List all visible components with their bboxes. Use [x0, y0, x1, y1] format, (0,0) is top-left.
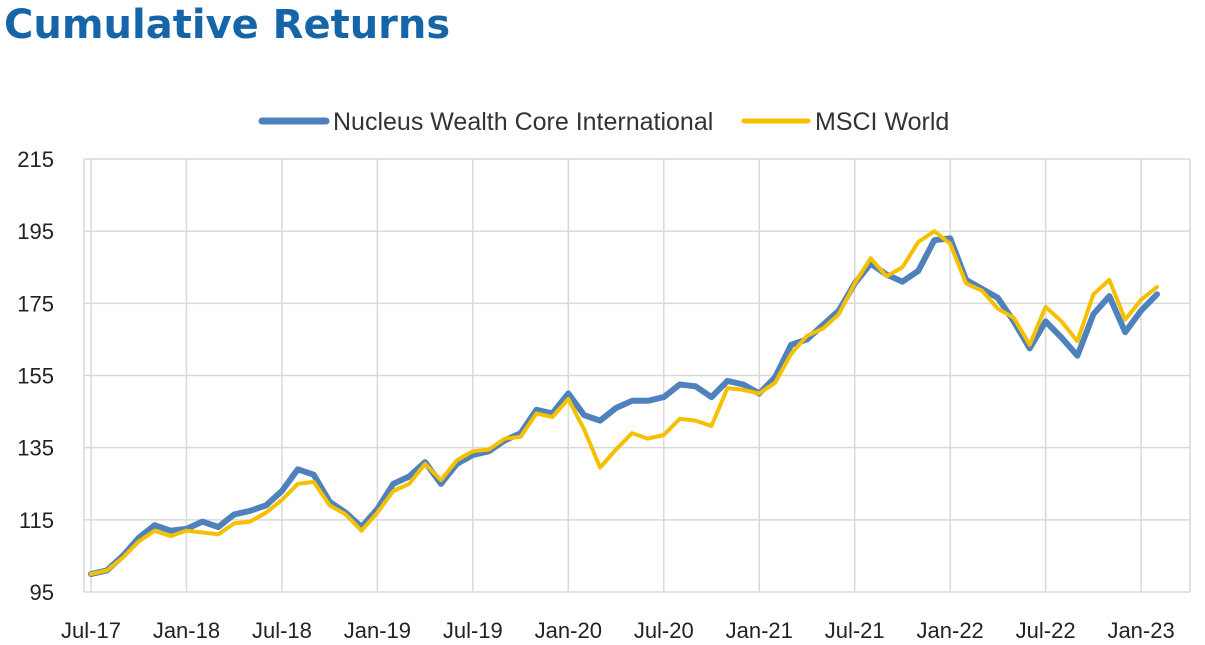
y-tick-label: 175 — [17, 291, 54, 316]
x-tick-label: Jan-22 — [917, 618, 984, 643]
x-tick-label: Jul-19 — [443, 618, 503, 643]
x-tick-label: Jan-21 — [726, 618, 793, 643]
x-axis: Jul-17 Jan-18 Jul-18 Jan-19 Jul-19 Jan-20 Jul-… — [61, 618, 1175, 643]
y-axis: 95 115 135 155 175 195 215 — [17, 147, 54, 605]
x-tick-label: Jul-18 — [252, 618, 312, 643]
chart-grid — [83, 158, 1191, 593]
legend-label: Nucleus Wealth Core International — [333, 108, 713, 136]
x-tick-label: Jan-23 — [1107, 618, 1174, 643]
y-tick-label: 215 — [17, 147, 54, 172]
x-tick-label: Jul-21 — [825, 618, 885, 643]
legend-label: MSCI World — [815, 108, 949, 136]
y-tick-label: 135 — [17, 436, 54, 461]
y-tick-label: 155 — [17, 364, 54, 389]
x-tick-label: Jul-17 — [61, 618, 121, 643]
x-tick-label: Jan-18 — [153, 618, 220, 643]
legend: Nucleus Wealth Core International MSCI Wo… — [258, 108, 949, 136]
x-tick-label: Jan-19 — [344, 618, 411, 643]
y-tick-label: 195 — [17, 219, 54, 244]
series-line-msci — [89, 229, 1159, 576]
y-tick-label: 115 — [19, 508, 54, 533]
y-tick-label: 95 — [30, 580, 54, 605]
x-tick-label: Jul-22 — [1016, 618, 1076, 643]
x-tick-label: Jul-20 — [634, 618, 694, 643]
series-line-nucleus — [88, 235, 1160, 577]
series-lines — [88, 229, 1160, 577]
x-tick-label: Jan-20 — [535, 618, 602, 643]
page-title: Cumulative Returns — [4, 2, 451, 48]
